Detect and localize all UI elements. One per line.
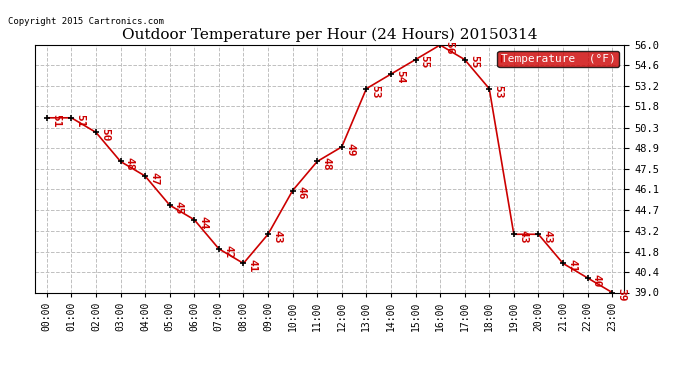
Text: 41: 41 [248, 259, 257, 273]
Legend: Temperature  (°F): Temperature (°F) [497, 51, 619, 67]
Text: 53: 53 [493, 84, 504, 98]
Text: 53: 53 [371, 84, 380, 98]
Text: 43: 43 [272, 230, 282, 244]
Text: 50: 50 [100, 128, 110, 142]
Text: 44: 44 [199, 216, 208, 229]
Text: 55: 55 [420, 56, 430, 69]
Text: 43: 43 [518, 230, 528, 244]
Text: 47: 47 [149, 172, 159, 185]
Text: 51: 51 [51, 114, 61, 127]
Text: 51: 51 [75, 114, 86, 127]
Text: 41: 41 [567, 259, 577, 273]
Text: 48: 48 [322, 157, 331, 171]
Text: 46: 46 [297, 186, 307, 200]
Text: 40: 40 [592, 274, 602, 287]
Text: 42: 42 [223, 244, 233, 258]
Text: 55: 55 [469, 56, 479, 69]
Text: 54: 54 [395, 70, 405, 84]
Text: Copyright 2015 Cartronics.com: Copyright 2015 Cartronics.com [8, 17, 164, 26]
Text: 56: 56 [444, 41, 454, 54]
Text: 43: 43 [542, 230, 553, 244]
Text: 39: 39 [616, 288, 627, 302]
Text: 48: 48 [125, 157, 135, 171]
Title: Outdoor Temperature per Hour (24 Hours) 20150314: Outdoor Temperature per Hour (24 Hours) … [121, 28, 538, 42]
Text: 45: 45 [174, 201, 184, 214]
Text: 49: 49 [346, 143, 356, 156]
